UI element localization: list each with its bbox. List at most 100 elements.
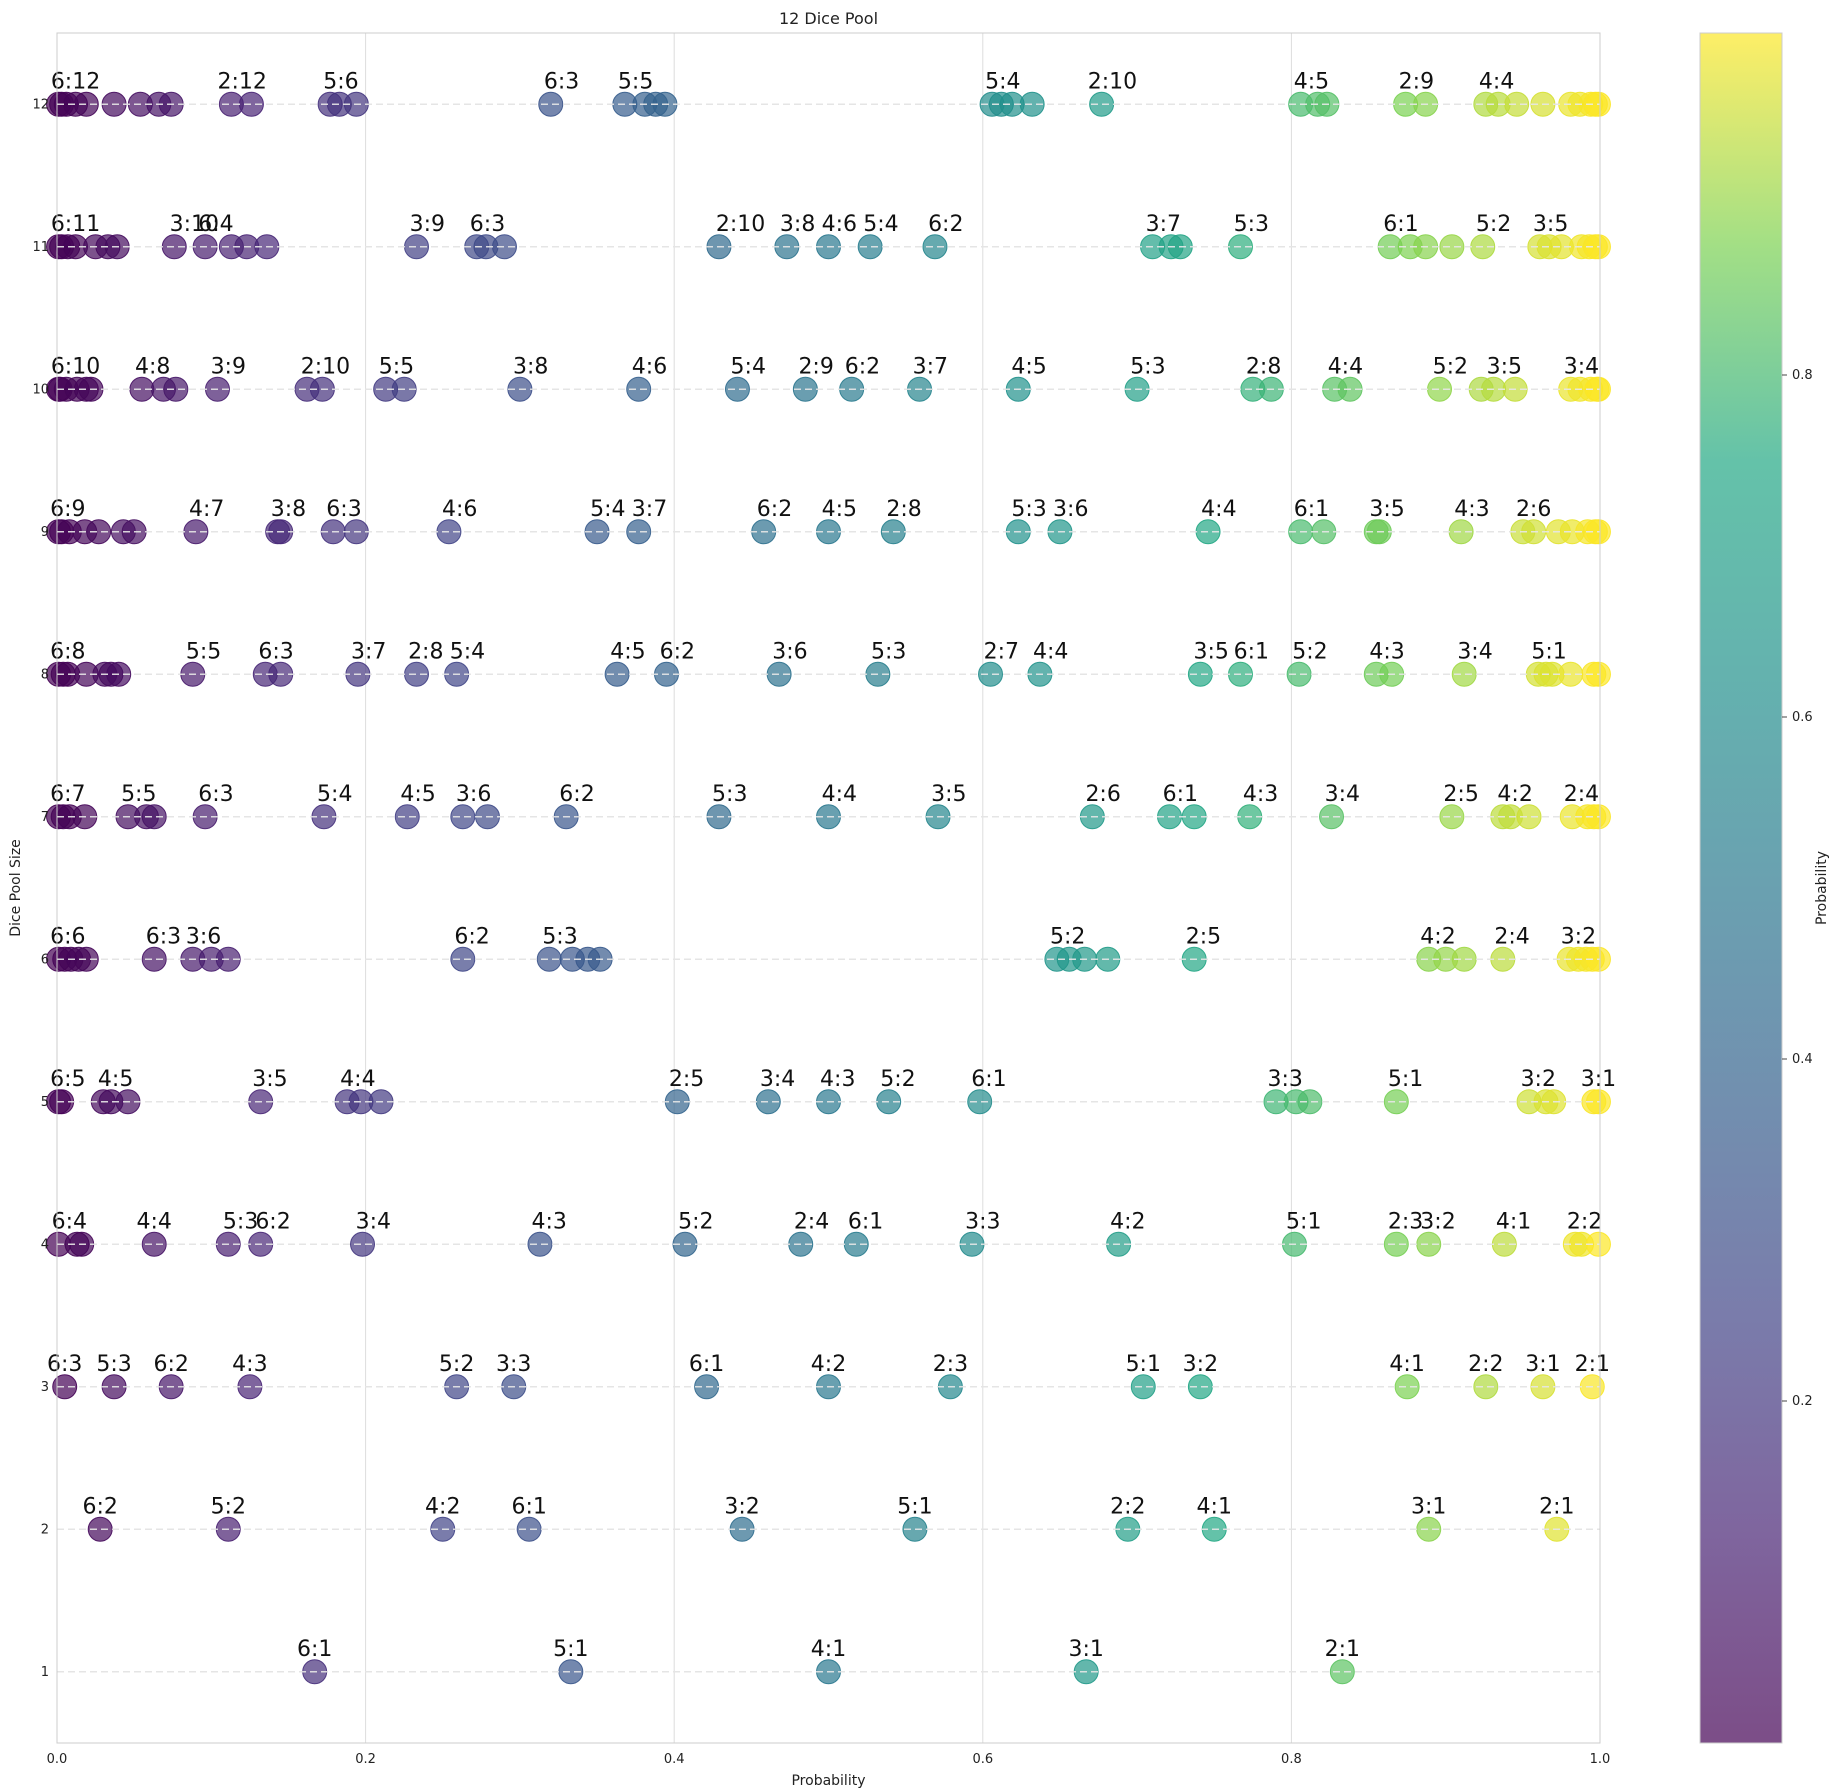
point-label: 4:3 [1454,497,1489,522]
point-label: 4:3 [1243,782,1278,807]
point-label: 4:5 [400,782,435,807]
point-label: 2:6 [1085,782,1120,807]
y-tick-label: 6 [41,952,49,967]
point-label: 2:8 [1246,354,1281,379]
point-label: 4:4 [1033,639,1068,664]
data-point [52,1374,78,1400]
point-label: 5:3 [871,639,906,664]
point-label: 4:4 [822,782,857,807]
point-label: 6:10 [51,354,100,379]
point-label: 6:4 [52,1209,87,1234]
point-label: 5:4 [985,69,1020,94]
point-label: 3:4 [1457,639,1492,664]
point-label: 6:9 [50,497,85,522]
data-point [1383,1231,1409,1257]
point-label: 2:3 [933,1352,968,1377]
colorbar-ticks: 0.2 0.4 0.6 0.8 [1782,368,1813,1409]
point-label: 5:4 [450,639,485,664]
point-label: 4:2 [1420,924,1455,949]
point-label: 3:7 [1146,212,1181,237]
point-label: 3:3 [965,1209,1000,1234]
point-label: 6:1 [511,1494,546,1519]
point-label: 3:2 [1420,1209,1455,1234]
point-label: 3:5 [1487,354,1522,379]
data-point [141,1231,167,1257]
point-label: 2:4 [794,1209,829,1234]
point-label: 2:1 [1575,1352,1610,1377]
x-tick-label: 0.4 [664,1752,685,1767]
point-label: 4:2 [1110,1209,1145,1234]
y-axis-label: Dice Pool Size [8,839,24,937]
y-tick-label: 4 [41,1237,49,1252]
point-label: 2:8 [886,497,921,522]
point-label: 5:2 [678,1209,713,1234]
point-label: 3:8 [513,354,548,379]
point-label: 6:2 [757,497,792,522]
point-label: 3:3 [496,1352,531,1377]
point-label: 3:7 [632,497,667,522]
point-label: 6:1 [1294,497,1329,522]
point-label: 3:7 [913,354,948,379]
point-label: 4:5 [98,1067,133,1092]
point-label: 4:5 [610,639,645,664]
data-point [394,804,420,830]
point-label: 6:1 [971,1067,1006,1092]
point-label: 3:4 [760,1067,795,1092]
point-label: 4:3 [532,1209,567,1234]
point-label: 5:5 [379,354,414,379]
point-label: 3:6 [456,782,491,807]
point-label: 2:1 [1325,1637,1360,1662]
data-point [1394,1374,1420,1400]
point-label: 5:1 [1126,1352,1161,1377]
x-tick-label: 0.2 [355,1752,376,1767]
point-label: 2:5 [669,1067,704,1092]
point-label: 4:3 [820,1067,855,1092]
point-label: 5:2 [1292,639,1327,664]
point-label: 4:7 [189,497,224,522]
point-label: 3:5 [252,1067,287,1092]
point-label: 3:2 [1183,1352,1218,1377]
x-axis-ticks: 0.0 0.2 0.4 0.6 0.8 1.0 [47,1752,1611,1767]
point-label: 3:5 [931,782,966,807]
point-label: 5:3 [96,1352,131,1377]
pool-row-lines [57,103,1600,1673]
point-label: 3:1 [1525,1352,1560,1377]
point-label: 6:1 [297,1637,332,1662]
point-label: 6:3 [470,212,505,237]
point-label: 4:3 [1369,639,1404,664]
data-point [527,1231,553,1257]
point-label: 5:3 [1234,212,1269,237]
data-point [1297,1089,1323,1115]
point-label: 3:9 [211,354,246,379]
point-label: 4:8 [135,354,170,379]
data-point [1473,1374,1499,1400]
point-label: 3:1 [1068,1637,1103,1662]
point-label: 3:2 [1521,1067,1556,1092]
point-label: 2:10 [716,212,765,237]
point-label: 3:7 [351,639,386,664]
point-label: 2:8 [408,639,443,664]
point-label: 6:3 [47,1352,82,1377]
point-label: 6:3 [258,639,293,664]
point-label: 3:4 [1325,782,1360,807]
point-label: 2:1 [1539,1494,1574,1519]
x-tick-label: 0.6 [972,1752,993,1767]
point-label: 4:4 [1479,69,1514,94]
point-label: 6:1 [1163,782,1198,807]
point-label: 2:5 [1443,782,1478,807]
point-label: 4:6 [822,212,857,237]
data-point [1329,1659,1355,1685]
point-label: 3:8 [271,497,306,522]
y-tick-label: 3 [41,1380,49,1395]
point-label: 4:1 [1197,1494,1232,1519]
point-label: 2:10 [1088,69,1137,94]
point-label: 6:1 [848,1209,883,1234]
point-label: 3:1 [1411,1494,1446,1519]
point-label: 2:4 [1494,924,1529,949]
point-label: 4:4 [340,1067,375,1092]
point-label: 4:6 [442,497,477,522]
plot-frame [56,32,1601,1744]
point-label: 5:1 [553,1637,588,1662]
point-label: 6:8 [50,639,85,664]
point-label: 5:4 [590,497,625,522]
